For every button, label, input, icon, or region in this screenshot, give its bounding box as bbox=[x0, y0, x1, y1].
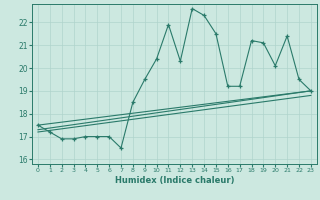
X-axis label: Humidex (Indice chaleur): Humidex (Indice chaleur) bbox=[115, 176, 234, 185]
